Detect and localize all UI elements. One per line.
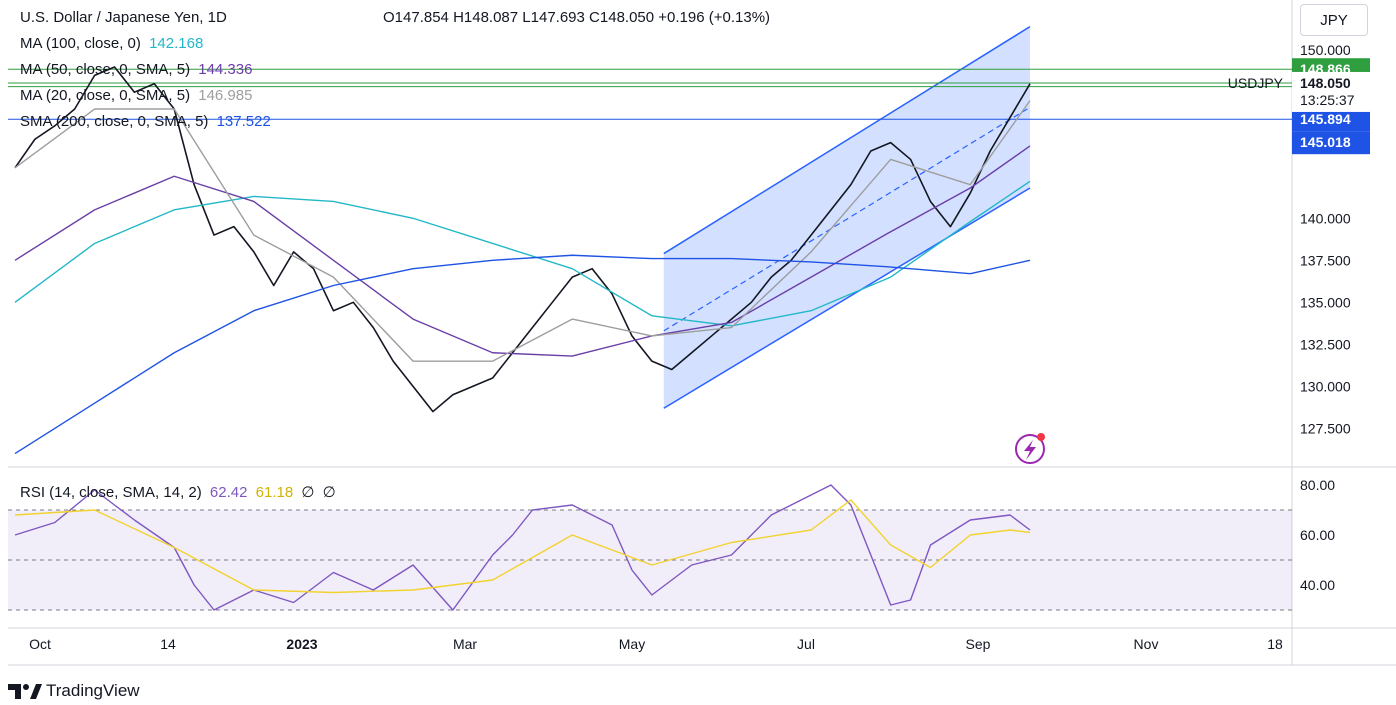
rsi-tick-label: 60.00 xyxy=(1300,527,1335,543)
rsi-value: 62.42 xyxy=(209,484,248,501)
rsi-tick-label: 80.00 xyxy=(1300,477,1335,493)
horizontal-levels[interactable] xyxy=(8,68,1292,120)
price-label-text: 145.894 xyxy=(1300,111,1351,127)
ma-line xyxy=(14,145,1031,357)
price-axis[interactable]: 150.000 140.000 137.500 135.000 132.500 130.0… xyxy=(1300,42,1351,436)
legend-ma50[interactable]: MA (50, close, 0, SMA, 5) 144.336 xyxy=(20,61,256,78)
channel-lower-line xyxy=(663,187,1031,409)
y-tick-label: 137.500 xyxy=(1300,252,1351,268)
rsi-label: RSI (14, close, SMA, 14, 2) xyxy=(20,484,202,501)
x-tick-label: Mar xyxy=(453,636,477,652)
legend-sma200[interactable]: SMA (200, close, 0, SMA, 5) 137.522 xyxy=(20,113,275,130)
x-tick-label: 14 xyxy=(160,636,176,652)
rsi-line xyxy=(14,499,1031,594)
channel-upper-line xyxy=(663,26,1031,255)
chart-title[interactable]: U.S. Dollar / Japanese Yen, 1D xyxy=(20,9,231,26)
ohlc-open: O147.854 xyxy=(383,9,449,26)
rsi-axis[interactable]: 80.00 60.00 40.00 xyxy=(1300,477,1335,593)
x-tick-label: May xyxy=(619,636,645,652)
tradingview-logo[interactable]: TradingView xyxy=(8,681,140,701)
legend-label: MA (20, close, 0, SMA, 5) xyxy=(20,87,191,104)
currency-label: JPY xyxy=(1320,11,1348,29)
tradingview-logo-icon xyxy=(8,684,42,699)
y-tick-label: 140.000 xyxy=(1300,210,1351,226)
y-tick-label: 130.000 xyxy=(1300,378,1351,394)
legend-label: MA (100, close, 0) xyxy=(20,35,141,52)
price-series xyxy=(14,66,1031,455)
y-tick-label: 150.000 xyxy=(1300,42,1351,58)
price-axis-labels: 148.866147.828145.894145.018148.05013:25… xyxy=(1228,58,1370,155)
countdown-text: 13:25:37 xyxy=(1300,92,1355,108)
y-tick-label: 132.500 xyxy=(1300,336,1351,352)
last-price-box xyxy=(1292,71,1370,112)
legend-label: MA (50, close, 0, SMA, 5) xyxy=(20,61,191,78)
legend-value: 146.985 xyxy=(198,87,253,104)
symbol-title: U.S. Dollar / Japanese Yen, 1D xyxy=(20,9,227,26)
symbol-label: USDJPY xyxy=(1228,75,1284,91)
ma-line xyxy=(14,254,1031,455)
rsi-tick-label: 40.00 xyxy=(1300,577,1335,593)
x-tick-label: Sep xyxy=(966,636,991,652)
price-label-text: 145.018 xyxy=(1300,134,1351,150)
x-tick-label: Jul xyxy=(797,636,815,652)
legend-ma100[interactable]: MA (100, close, 0) 142.168 xyxy=(20,35,207,52)
currency-button[interactable]: JPY xyxy=(1300,4,1368,36)
ma-line xyxy=(14,180,1031,327)
price-label-box xyxy=(1292,131,1370,155)
x-tick-label: Nov xyxy=(1134,636,1159,652)
rsi-na-value: ∅ xyxy=(301,484,315,501)
time-axis[interactable]: Oct 14 2023 Mar May Jul Sep Nov 18 xyxy=(29,636,1283,652)
legend-rsi[interactable]: RSI (14, close, SMA, 14, 2) 62.42 61.18 … xyxy=(20,483,340,501)
price-label-box xyxy=(1292,108,1370,132)
brand-name: TradingView xyxy=(46,681,140,700)
price-line xyxy=(14,66,1031,413)
x-tick-label: 18 xyxy=(1267,636,1283,652)
ohlc-readout: O147.854 H148.087 L147.693 C148.050 +0.1… xyxy=(383,9,770,26)
legend-label: SMA (200, close, 0, SMA, 5) xyxy=(20,113,209,130)
price-pane[interactable] xyxy=(8,30,1292,467)
ohlc-high: H148.087 xyxy=(453,9,519,26)
channel-fill xyxy=(663,26,1030,409)
ma-line xyxy=(14,100,1031,362)
ohlc-change: +0.196 (+0.13%) xyxy=(658,9,771,26)
x-tick-label: 2023 xyxy=(286,636,317,652)
regression-channel[interactable] xyxy=(663,26,1031,409)
rsi-pane xyxy=(8,484,1292,611)
y-tick-label: 127.500 xyxy=(1300,420,1351,436)
ohlc-low: L147.693 xyxy=(522,9,585,26)
ohlc-close: C148.050 xyxy=(589,9,655,26)
last-price-text: 148.050 xyxy=(1300,75,1351,91)
legend-value: 142.168 xyxy=(149,35,204,52)
legend-ma20[interactable]: MA (20, close, 0, SMA, 5) 146.985 xyxy=(20,87,256,104)
legend-value: 144.336 xyxy=(198,61,253,78)
y-tick-label: 135.000 xyxy=(1300,294,1351,310)
legend-value: 137.522 xyxy=(216,113,271,130)
channel-mid-line xyxy=(663,106,1031,332)
rsi-line xyxy=(14,484,1031,611)
x-tick-label: Oct xyxy=(29,636,51,652)
rsi-na-value: ∅ xyxy=(322,484,336,501)
rsi-ma-value: 61.18 xyxy=(255,484,294,501)
lightning-icon[interactable] xyxy=(1015,433,1045,464)
